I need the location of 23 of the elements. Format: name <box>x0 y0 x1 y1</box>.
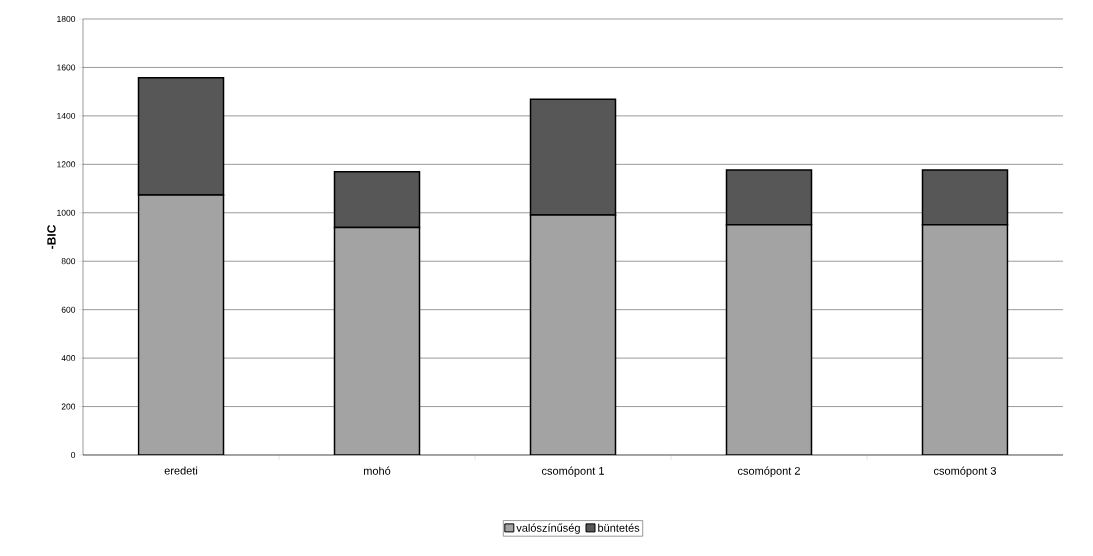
y-tick-label: 1600 <box>57 64 76 71</box>
y-axis-title: -BIC <box>47 224 56 249</box>
y-tick-label: 600 <box>61 306 76 313</box>
x-tick-label: csomópont 2 <box>737 466 800 477</box>
y-tick-label: 1000 <box>57 209 76 216</box>
y-tick-label: 400 <box>61 355 76 362</box>
y-tick-label: 1200 <box>57 161 76 168</box>
bar <box>137 194 225 455</box>
legend-label: valószínűség <box>516 523 580 534</box>
bar <box>333 226 421 455</box>
y-tick-label: 1800 <box>57 16 76 22</box>
y-tick-label: 800 <box>61 258 76 265</box>
bar <box>725 223 813 455</box>
bar <box>921 223 1009 455</box>
y-tick-label: 200 <box>61 403 76 410</box>
x-tick-label: csomópont 3 <box>933 466 996 477</box>
legend-label: büntetés <box>598 523 640 532</box>
y-tick-label: 0 <box>71 451 76 458</box>
x-tick-label: mohó <box>363 466 391 475</box>
x-tick-label: csomópont 1 <box>541 466 604 477</box>
y-tick-label: 1400 <box>57 112 76 119</box>
bar <box>529 214 617 455</box>
x-tick-label: eredeti <box>164 466 198 475</box>
